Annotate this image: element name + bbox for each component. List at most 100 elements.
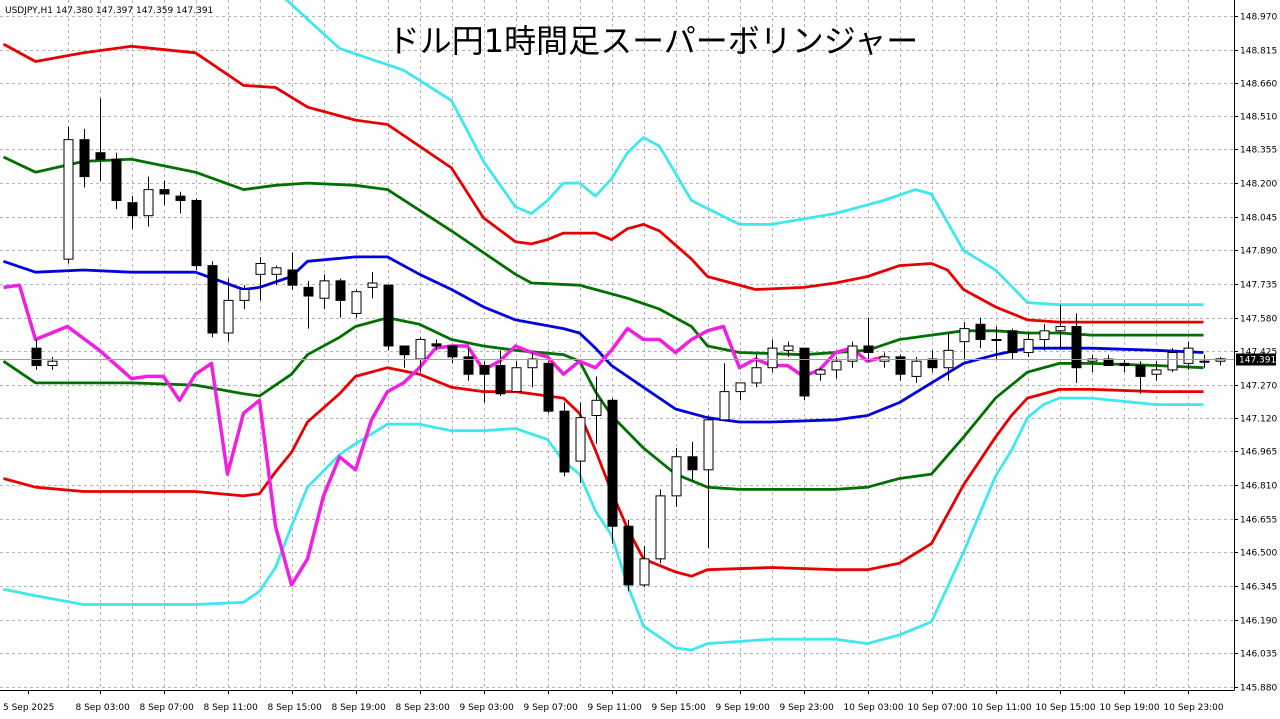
y-tick-label: 148.510 bbox=[1240, 113, 1277, 123]
y-tick-label: 148.815 bbox=[1240, 47, 1277, 57]
candle-body bbox=[1039, 330, 1050, 340]
candle bbox=[95, 98, 106, 181]
candle-body bbox=[591, 399, 602, 417]
candle bbox=[1023, 332, 1034, 357]
candle-body bbox=[495, 365, 506, 395]
candle bbox=[431, 339, 442, 351]
x-tick-label: 10 Sep 15:00 bbox=[1036, 703, 1096, 713]
candle-body bbox=[511, 367, 522, 393]
candle bbox=[447, 345, 458, 364]
candle bbox=[1055, 304, 1066, 349]
candle-body bbox=[95, 152, 106, 160]
chart-title: ドル円1時間足スーパーボリンジャー bbox=[388, 22, 918, 60]
x-axis: 5 Sep 2025 8 Sep 03:00 8 Sep 07:00 8 Sep 11… bbox=[3, 690, 1224, 713]
y-tick-label: 148.355 bbox=[1240, 146, 1277, 156]
x-tick-label: 10 Sep 03:00 bbox=[844, 703, 904, 713]
y-tick-label: 147.270 bbox=[1240, 382, 1277, 392]
candle bbox=[1183, 341, 1194, 370]
candle-body bbox=[1007, 330, 1018, 354]
candle bbox=[351, 289, 362, 318]
candle-body bbox=[927, 358, 938, 369]
candle bbox=[191, 198, 202, 270]
y-tick-label: 146.500 bbox=[1240, 549, 1277, 559]
x-tick-label: 10 Sep 19:00 bbox=[1100, 703, 1160, 713]
candle bbox=[751, 354, 762, 388]
candle-body bbox=[1167, 352, 1178, 371]
candle-body bbox=[559, 410, 570, 473]
series-upper1 bbox=[2, 155, 1204, 357]
candle bbox=[607, 398, 618, 544]
series-lower3 bbox=[3, 396, 1204, 652]
y-tick-label: 147.425 bbox=[1240, 348, 1277, 358]
series-upper3 bbox=[284, 0, 1204, 307]
candle bbox=[687, 441, 698, 481]
candle-body bbox=[207, 265, 218, 334]
candle bbox=[319, 274, 330, 310]
candle-body bbox=[575, 417, 586, 462]
candle-body bbox=[815, 369, 826, 375]
candle-body bbox=[751, 367, 762, 384]
candle bbox=[959, 322, 970, 360]
candle-body bbox=[31, 347, 42, 367]
x-tick-label: 9 Sep 11:00 bbox=[588, 703, 643, 713]
candle-body bbox=[991, 338, 1002, 341]
x-tick-label: 9 Sep 19:00 bbox=[716, 703, 771, 713]
candle bbox=[559, 402, 570, 477]
x-tick-label: 9 Sep 23:00 bbox=[780, 703, 835, 713]
candle-body bbox=[735, 382, 746, 393]
current-price-tag: 147.391 bbox=[1236, 353, 1276, 366]
candle bbox=[799, 347, 810, 401]
candle bbox=[735, 382, 746, 401]
candle-body bbox=[527, 358, 538, 369]
candle-body bbox=[959, 328, 970, 343]
x-tick-label: 9 Sep 15:00 bbox=[652, 703, 707, 713]
x-tick-label: 10 Sep 23:00 bbox=[1164, 703, 1224, 713]
candle bbox=[495, 350, 506, 396]
candle-body bbox=[767, 347, 778, 369]
candle-body bbox=[623, 525, 634, 586]
y-axis: 148.970 148.815 148.660 148.510 148.355 148.2… bbox=[1234, 13, 1277, 694]
candle bbox=[671, 448, 682, 507]
y-tick-label: 146.035 bbox=[1240, 650, 1277, 660]
candle bbox=[991, 326, 1002, 360]
candle bbox=[623, 519, 634, 592]
candle bbox=[815, 367, 826, 381]
candle-body bbox=[863, 345, 874, 354]
candle-body bbox=[287, 269, 298, 286]
candle bbox=[175, 191, 186, 214]
x-tick-label: 10 Sep 11:00 bbox=[972, 703, 1032, 713]
candle bbox=[255, 256, 266, 301]
candle-body bbox=[175, 195, 186, 201]
x-tick-label: 10 Sep 07:00 bbox=[908, 703, 968, 713]
candle-body bbox=[783, 345, 794, 351]
candle-body bbox=[1215, 358, 1226, 362]
candle-body bbox=[335, 280, 346, 301]
candle-body bbox=[655, 495, 666, 560]
candle bbox=[159, 180, 170, 205]
candle bbox=[79, 128, 90, 188]
candle-body bbox=[79, 139, 90, 178]
candle bbox=[31, 339, 42, 370]
y-tick-label: 146.345 bbox=[1240, 583, 1277, 593]
y-tick-label: 146.965 bbox=[1240, 448, 1277, 458]
candle-body bbox=[831, 360, 842, 371]
current-price-label: 147.391 bbox=[1239, 356, 1276, 366]
y-tick-label: 148.045 bbox=[1240, 214, 1277, 224]
candle bbox=[639, 545, 650, 588]
candle bbox=[271, 265, 282, 286]
candle bbox=[975, 317, 986, 349]
candle bbox=[1199, 354, 1210, 368]
candle bbox=[911, 356, 922, 383]
candle-body bbox=[1103, 358, 1114, 367]
y-tick-label: 147.580 bbox=[1240, 315, 1277, 325]
candle-body bbox=[639, 558, 650, 586]
candle bbox=[63, 126, 74, 264]
x-tick-label: 5 Sep 2025 bbox=[3, 703, 54, 713]
y-tick-label: 146.655 bbox=[1240, 516, 1277, 526]
bollinger-bands bbox=[2, 0, 1204, 652]
candle bbox=[719, 363, 730, 421]
candle-body bbox=[255, 262, 266, 275]
series-middle bbox=[3, 255, 1204, 424]
candle bbox=[591, 376, 602, 444]
candle bbox=[543, 361, 554, 414]
